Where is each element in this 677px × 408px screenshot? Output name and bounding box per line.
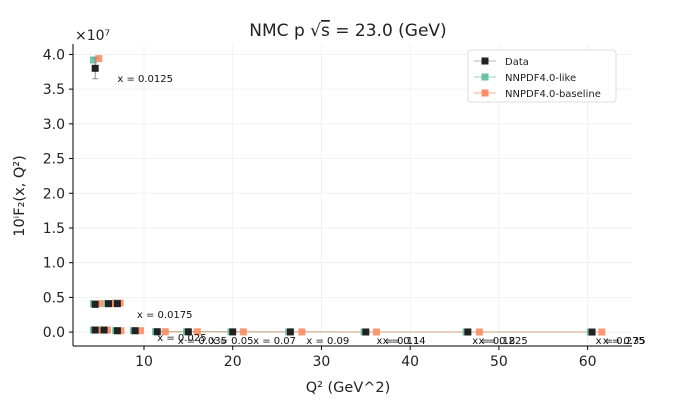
nnpdf-baseline-point [193,328,201,336]
nnpdf-baseline-point [104,326,112,334]
data-point [184,328,192,336]
data-point [362,328,370,336]
data-point [113,327,121,335]
x-annotation: x = 0.07 [253,336,296,347]
data-point [91,326,99,334]
x-tick-label: 10 [135,354,153,370]
data-point [153,328,161,336]
data-point [588,328,596,336]
nnpdf-baseline-point [298,328,306,336]
y-tick-label: 4.0 [43,47,65,63]
x-annotation: x = 0.11 [376,336,419,347]
data-point [91,300,99,308]
y-ticks: 0.0 0.5 1.0 1.5 2.0 2.5 3.0 3.5 4.0 [43,47,73,341]
y-axis-label: 10ⁱF₂(x, Q²) [12,155,28,237]
x-annotation: x = 0.225 [478,336,527,347]
data-marks [89,55,606,336]
x-tick-label: 50 [490,354,508,370]
y-tick-label: 2.5 [43,152,65,168]
data-point [100,326,108,334]
y-tick-label: 1.5 [43,221,65,237]
legend-label: NNPDF4.0-like [505,73,576,84]
nnpdf-baseline-point [136,327,144,335]
legend-label: Data [505,57,529,68]
legend-marker [481,57,489,65]
x-annotation: x = 0.05 [211,336,254,347]
legend-marker [481,73,489,81]
nnpdf-baseline-point [161,328,169,336]
x-annotation: x = 0.035 [178,336,227,347]
legend-box [467,49,617,103]
y-tick-label: 0.0 [43,325,65,341]
x-axis-label: Q² (GeV^2) [306,380,391,396]
nnpdf-baseline-point [372,328,380,336]
data-point [286,328,294,336]
legend: Data NNPDF4.0-like NNPDF4.0-baseline [467,49,617,103]
nnpdf-baseline-point [239,328,247,336]
data-point [104,300,112,308]
data-point [91,64,99,72]
chart-title: NMC p √s = 23.0 (GeV) [249,21,446,41]
x-tick-label: 40 [401,354,419,370]
x-tick-label: 30 [313,354,331,370]
nnpdf-like-point [89,56,97,64]
data-point [229,328,237,336]
x-annotation: x = 0.35 [603,336,646,347]
x-annotation: x = 0.025 [157,333,206,344]
x-tick-label: 20 [224,354,242,370]
nnpdf-baseline-point [598,328,606,336]
x-annotation: x = 0.18 [472,336,515,347]
nnpdf-baseline-point [95,55,103,63]
x-annotation: x = 0.14 [383,336,426,347]
data-point [131,327,139,335]
y-tick-label: 0.5 [43,290,65,306]
x-annotation: x = 0.0175 [137,310,193,321]
legend-label: NNPDF4.0-baseline [505,89,601,100]
y-tick-label: 3.0 [43,117,65,133]
nnpdf-baseline-point [117,327,125,335]
x-tick-label: 60 [579,354,597,370]
x-annotation: x = 0.275 [596,336,645,347]
nnpdf-baseline-point [475,328,483,336]
y-multiplier: ×10⁷ [75,28,110,44]
y-tick-label: 3.5 [43,82,65,98]
axes [72,44,632,347]
x-annotation: x = 0.09 [306,336,349,347]
x-ticks: 10 20 30 40 50 60 [135,346,597,370]
data-point [464,328,472,336]
nnpdf-baseline-point [96,300,104,308]
y-tick-label: 1.0 [43,256,65,272]
x-annotation: x = 0.0125 [117,74,173,85]
legend-marker [481,89,489,97]
y-tick-label: 2.0 [43,186,65,202]
nnpdf-baseline-point [96,326,104,334]
data-point [113,300,121,308]
